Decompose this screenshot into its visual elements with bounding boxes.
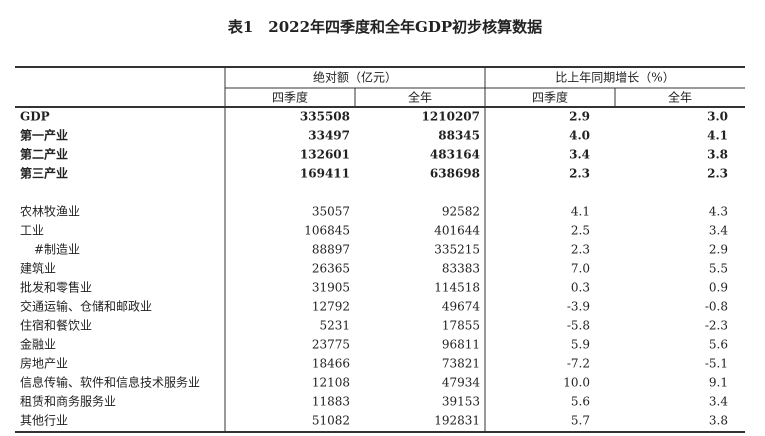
row-label: #制造业 (34, 243, 80, 257)
group-header: 比上年同期增长（%） (555, 71, 674, 85)
cell-value: 11883 (312, 395, 350, 409)
cell-value: 5231 (319, 319, 350, 333)
cell-value: 23775 (312, 338, 350, 352)
cell-value: 88345 (438, 129, 480, 143)
cell-value: 0.3 (571, 281, 590, 295)
row-label: 房地产业 (20, 356, 68, 371)
cell-value: 83383 (442, 262, 480, 276)
row-label: 金融业 (20, 337, 56, 352)
cell-value: 5.6 (709, 338, 728, 352)
cell-value: 483164 (430, 148, 480, 162)
cell-value: 47934 (442, 376, 481, 390)
cell-value: -5.8 (567, 319, 590, 333)
row-label: 批发和零售业 (20, 280, 92, 295)
cell-value: 33497 (308, 129, 350, 143)
cell-value: 9.1 (709, 376, 728, 390)
cell-value: 5.9 (571, 338, 590, 352)
row-label: 信息传输、软件和信息技术服务业 (20, 375, 200, 390)
cell-value: -3.9 (567, 300, 590, 314)
cell-value: 3.4 (709, 224, 728, 238)
cell-value: 12792 (312, 300, 350, 314)
cell-value: 2.3 (569, 167, 590, 181)
row-label: 农林牧渔业 (20, 205, 80, 219)
cell-value: 638698 (430, 167, 480, 181)
cell-value: 7.0 (571, 262, 590, 276)
cell-value: 401644 (434, 224, 480, 238)
cell-value: -5.1 (705, 357, 728, 371)
row-label: 住宿和餐饮业 (20, 318, 92, 333)
cell-value: 2.3 (571, 243, 590, 257)
cell-value: 2.9 (709, 243, 728, 257)
cell-value: 17855 (442, 319, 480, 333)
cell-value: 26365 (312, 262, 350, 276)
cell-value: 92582 (442, 205, 480, 219)
cell-value: 4.1 (571, 205, 590, 219)
cell-value: 2.5 (571, 224, 590, 238)
row-label: 第一产业 (20, 128, 68, 143)
cell-value: 39153 (442, 395, 480, 409)
table-title: 表1 2022年四季度和全年GDP初步核算数据 (228, 18, 542, 36)
column-header: 四季度 (532, 90, 568, 105)
cell-value: 1210207 (422, 110, 480, 124)
cell-value: 3.8 (709, 414, 728, 428)
row-label: 第三产业 (20, 166, 68, 181)
cell-value: 106845 (304, 224, 350, 238)
cell-value: 49674 (442, 300, 481, 314)
row-label: 建筑业 (20, 261, 56, 276)
cell-value: 192831 (434, 414, 480, 428)
cell-value: 335508 (300, 110, 350, 124)
cell-value: 10.0 (563, 376, 590, 390)
cell-value: 12108 (312, 376, 350, 390)
cell-value: 0.9 (709, 281, 728, 295)
cell-value: 96811 (442, 338, 480, 352)
cell-value: 5.6 (571, 395, 590, 409)
cell-value: 132601 (300, 148, 350, 162)
cell-value: 335215 (434, 243, 480, 257)
column-header: 全年 (668, 90, 692, 105)
cell-value: 169411 (300, 167, 350, 181)
cell-value: 2.9 (569, 110, 590, 124)
row-label: 租赁和商务服务业 (20, 394, 116, 409)
column-header: 四季度 (272, 90, 308, 105)
column-header: 全年 (408, 90, 432, 105)
cell-value: 3.4 (569, 148, 590, 162)
cell-value: 2.3 (707, 167, 728, 181)
cell-value: 5.7 (571, 414, 590, 428)
cell-value: 51082 (312, 414, 350, 428)
cell-value: 4.0 (569, 129, 590, 143)
cell-value: -0.8 (705, 300, 728, 314)
row-label: GDP (20, 110, 50, 124)
group-header: 绝对额（亿元） (313, 70, 397, 85)
cell-value: -7.2 (567, 357, 590, 371)
row-label: 工业 (20, 224, 44, 238)
cell-value: 73821 (442, 357, 480, 371)
cell-value: -2.3 (705, 319, 728, 333)
cell-value: 35057 (312, 205, 350, 219)
row-label: 其他行业 (20, 414, 68, 428)
cell-value: 18466 (312, 357, 350, 371)
cell-value: 114518 (434, 281, 480, 295)
cell-value: 3.4 (709, 395, 728, 409)
cell-value: 31905 (312, 281, 350, 295)
cell-value: 4.3 (709, 205, 728, 219)
cell-value: 5.5 (709, 262, 728, 276)
cell-value: 3.8 (707, 148, 728, 162)
cell-value: 4.1 (707, 129, 728, 143)
cell-value: 3.0 (707, 110, 728, 124)
row-label: 第二产业 (20, 147, 68, 162)
cell-value: 88897 (312, 243, 350, 257)
row-label: 交通运输、仓储和邮政业 (20, 299, 152, 314)
